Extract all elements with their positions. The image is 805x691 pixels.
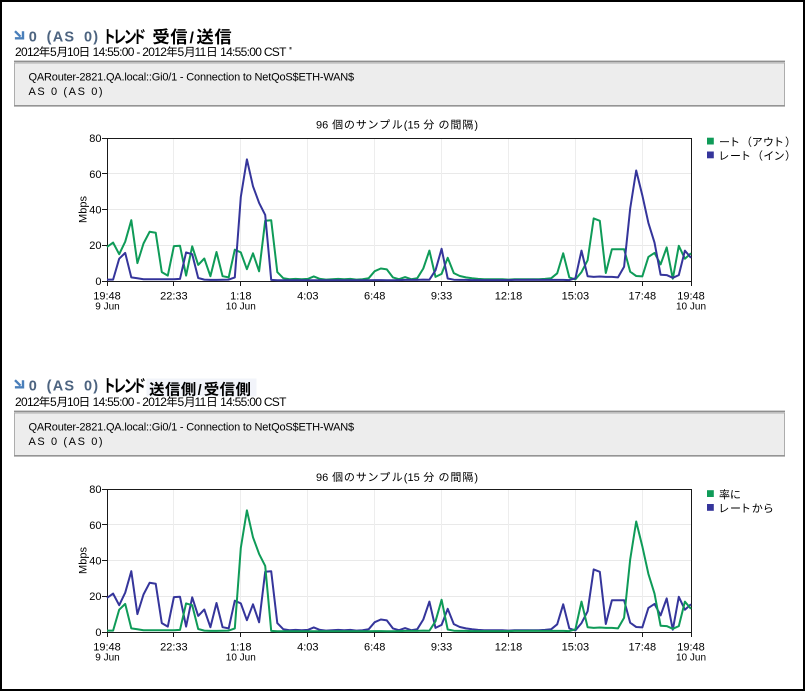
svg-text:QARouter-2821.QA.local::Gi0/1: QARouter-2821.QA.local::Gi0/1 - Connecti… [29, 422, 355, 434]
svg-text:1:18: 1:18 [230, 641, 251, 653]
svg-text:2012: 2012 [15, 395, 40, 409]
svg-text:): ) [474, 120, 478, 132]
svg-text:60: 60 [89, 169, 101, 181]
svg-text:9:33: 9:33 [431, 290, 452, 302]
svg-text:5: 5 [178, 395, 185, 409]
svg-text:19:48: 19:48 [677, 290, 705, 302]
svg-text:10 Jun: 10 Jun [676, 301, 706, 312]
svg-text:AS 0 (AS 0): AS 0 (AS 0) [29, 436, 105, 448]
svg-text:10 Jun: 10 Jun [676, 652, 706, 663]
svg-text:40: 40 [89, 556, 101, 568]
svg-text:20: 20 [89, 240, 101, 252]
svg-text:11: 11 [195, 395, 207, 409]
svg-text:19:48: 19:48 [93, 641, 121, 653]
svg-text:QARouter-2821.QA.local::Gi0/1: QARouter-2821.QA.local::Gi0/1 - Connecti… [29, 72, 355, 84]
svg-text:9 Jun: 9 Jun [95, 652, 119, 663]
svg-text:10: 10 [67, 395, 80, 409]
svg-text:19:48: 19:48 [677, 641, 705, 653]
svg-text:5: 5 [50, 45, 57, 59]
svg-text:0: 0 [95, 627, 101, 639]
svg-text:(15: (15 [404, 120, 420, 132]
svg-text:80: 80 [89, 133, 101, 145]
svg-text:Mbps: Mbps [78, 196, 90, 223]
svg-text:22:33: 22:33 [160, 641, 188, 653]
svg-text:AS 0 (AS 0): AS 0 (AS 0) [29, 86, 105, 98]
svg-text:6:48: 6:48 [364, 641, 385, 653]
svg-text:14:55:00 CST: 14:55:00 CST [220, 45, 287, 59]
svg-text:0 (AS 0): 0 (AS 0) [29, 379, 100, 395]
svg-text:12:18: 12:18 [495, 641, 523, 653]
svg-text:10: 10 [67, 45, 80, 59]
svg-text:80: 80 [89, 484, 101, 496]
svg-text:12:18: 12:18 [495, 290, 523, 302]
svg-text:4:03: 4:03 [297, 641, 318, 653]
svg-text:40: 40 [89, 205, 101, 217]
svg-text:10 Jun: 10 Jun [226, 301, 256, 312]
svg-text:/: / [198, 383, 202, 399]
svg-text:15:03: 15:03 [562, 290, 590, 302]
svg-text:9 Jun: 9 Jun [95, 301, 119, 312]
svg-text:96: 96 [316, 472, 328, 484]
svg-text:/: / [190, 30, 195, 47]
svg-text:60: 60 [89, 520, 101, 532]
svg-text:20: 20 [89, 591, 101, 603]
svg-text:17:48: 17:48 [629, 641, 657, 653]
svg-text:11: 11 [195, 45, 207, 59]
svg-text:22:33: 22:33 [160, 290, 188, 302]
svg-text:5: 5 [50, 395, 57, 409]
svg-text:2012: 2012 [15, 45, 40, 59]
svg-text:Mbps: Mbps [78, 547, 90, 574]
svg-text:14:55:00 - 2012: 14:55:00 - 2012 [93, 45, 168, 59]
svg-text:5: 5 [178, 45, 185, 59]
svg-text:4:03: 4:03 [297, 290, 318, 302]
svg-text:14:55:00 - 2012: 14:55:00 - 2012 [93, 395, 168, 409]
svg-text:): ) [474, 472, 478, 484]
svg-text:0: 0 [95, 276, 101, 288]
svg-text:14:55:00 CST: 14:55:00 CST [220, 395, 287, 409]
svg-text:19:48: 19:48 [93, 290, 121, 302]
svg-text:9:33: 9:33 [431, 641, 452, 653]
svg-text:15:03: 15:03 [562, 641, 590, 653]
svg-text:17:48: 17:48 [629, 290, 657, 302]
svg-text:1:18: 1:18 [230, 290, 251, 302]
svg-text:96: 96 [316, 120, 328, 132]
svg-text:(15: (15 [404, 472, 420, 484]
svg-text:0 (AS 0): 0 (AS 0) [29, 30, 100, 46]
svg-text:10 Jun: 10 Jun [226, 652, 256, 663]
svg-text:6:48: 6:48 [364, 290, 385, 302]
